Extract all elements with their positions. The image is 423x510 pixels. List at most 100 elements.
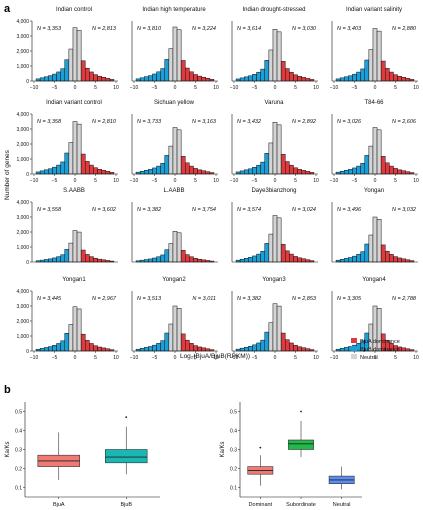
histogram-bar	[101, 77, 107, 82]
n-count-left: N = 3,614	[237, 26, 261, 32]
histogram-bar	[289, 253, 294, 263]
histogram-bar	[93, 345, 98, 352]
y-tick-label: 2,000	[16, 142, 29, 148]
histogram-bar	[305, 348, 311, 352]
histogram-bar	[389, 165, 394, 175]
histogram-bar	[256, 164, 261, 175]
histogram-bar	[339, 170, 345, 175]
histogram-title: Indian drought-stressed	[242, 7, 305, 13]
x-tick-label: −5	[352, 85, 358, 91]
x-tick-label: 5	[94, 355, 97, 361]
x-tick-label: 0	[74, 355, 77, 361]
histogram-bar	[393, 168, 398, 175]
histogram-bar	[68, 142, 74, 175]
histogram-bar	[85, 67, 90, 82]
histogram-bar	[148, 346, 153, 352]
y-tick-label: 4,000	[16, 289, 29, 295]
histogram-bar	[293, 256, 298, 263]
boxplot-category-label: BjuA	[53, 502, 65, 508]
y-tick-label: 3,000	[16, 215, 29, 221]
y-tick-label: 2,000	[16, 49, 29, 55]
x-tick-label: 10	[213, 355, 219, 361]
histogram-bar	[356, 165, 361, 175]
histogram-title: Yongan1	[62, 277, 86, 283]
histogram-bar	[93, 74, 98, 82]
histogram-title: Sichuan yellow	[154, 100, 195, 106]
histogram-bar	[189, 256, 194, 263]
n-count-right: N = 3,754	[192, 207, 216, 213]
histogram-bar	[44, 347, 49, 352]
x-tick-label: 5	[194, 85, 197, 91]
histogram-bar	[39, 77, 45, 82]
histogram-bar	[48, 346, 53, 352]
histogram-bar	[356, 254, 361, 263]
histogram-title: Daye3bianzhong	[251, 188, 296, 194]
x-tick-label: 10	[113, 178, 119, 184]
histogram-bar	[39, 348, 45, 352]
histogram-bar	[401, 170, 406, 175]
histogram-bar	[68, 242, 74, 263]
histogram-bar	[85, 254, 90, 263]
histogram-bar	[148, 169, 153, 175]
n-count-right: N = 3,224	[192, 26, 216, 32]
histogram-bar	[264, 243, 270, 263]
histogram-bar	[156, 71, 161, 82]
boxplot-y-tick-label: 0.3	[15, 448, 22, 454]
histogram-bar	[89, 343, 94, 352]
histogram-bar	[201, 170, 206, 175]
histogram-bar	[176, 129, 182, 175]
boxplot-category-label: Subordinate	[286, 502, 316, 508]
histogram-bar	[176, 308, 182, 352]
x-tick-label: 0	[374, 178, 377, 184]
histogram-bar	[276, 305, 282, 352]
boxplot-y-tick-label: 0.2	[230, 467, 237, 473]
histogram-bar	[52, 344, 57, 352]
histogram-bar	[172, 305, 178, 352]
histogram-bar	[85, 161, 90, 175]
legend-label: Neutral	[360, 355, 378, 361]
histogram-bar	[168, 145, 174, 175]
histogram-bar	[56, 164, 61, 175]
histogram-bar	[168, 323, 174, 352]
histogram-bar	[56, 343, 61, 352]
n-count-right: N = 2,810	[92, 119, 117, 125]
histogram-bar	[93, 257, 98, 263]
n-count-right: N = 3,024	[292, 207, 316, 213]
boxplot-y-tick-label: 0.4	[15, 429, 22, 435]
n-count-left: N = 3,026	[337, 119, 362, 125]
histogram-bar	[264, 331, 270, 352]
histogram-bar	[305, 259, 311, 263]
legend-label: BjuB dominance	[360, 347, 400, 353]
histogram-bar	[193, 168, 198, 175]
histogram-bar	[380, 156, 386, 175]
x-tick-label: −10	[330, 85, 339, 91]
histogram-bar	[160, 163, 165, 175]
histogram-bar	[60, 161, 66, 175]
histogram-bar	[180, 60, 186, 82]
histogram-bar	[360, 251, 365, 263]
histogram-bar	[76, 308, 82, 352]
histogram-bar	[364, 243, 370, 263]
histogram-bar	[268, 142, 274, 175]
histogram-bar	[252, 74, 257, 82]
x-tick-label: 5	[294, 355, 297, 361]
histogram-bar	[272, 303, 278, 352]
histogram-bar	[248, 168, 253, 175]
histogram-bar	[176, 232, 182, 263]
histogram-bar	[405, 348, 411, 352]
histogram-bar	[64, 249, 70, 263]
histogram-bar	[389, 71, 394, 82]
x-tick-label: 0	[74, 85, 77, 91]
x-tick-label: 5	[194, 178, 197, 184]
histogram-bar	[301, 77, 306, 82]
histogram-bar	[344, 76, 349, 82]
x-tick-label: 10	[213, 85, 219, 91]
histogram-bar	[72, 121, 78, 175]
histogram-bar	[405, 259, 411, 263]
x-tick-label: 10	[313, 355, 319, 361]
histogram-bar	[152, 73, 157, 82]
histogram-bar	[64, 59, 70, 82]
histogram-bar	[280, 61, 286, 82]
histogram-title: Yongan	[364, 188, 384, 194]
